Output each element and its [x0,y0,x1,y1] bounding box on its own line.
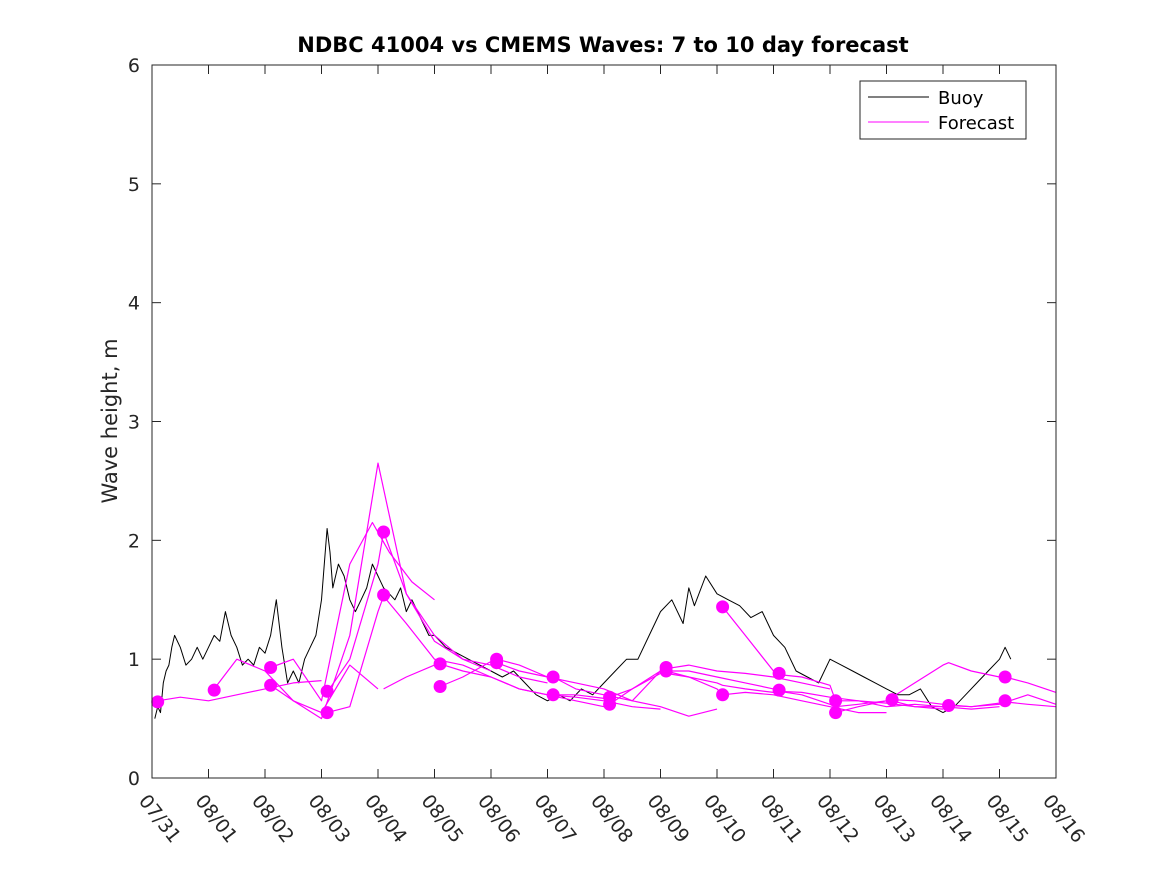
forecast-marker [829,706,843,720]
buoy-line [154,528,1012,719]
forecast-marker [433,657,447,671]
forecast-marker [942,699,956,712]
forecast-marker [433,680,447,693]
forecast-line [157,680,322,702]
forecast-marker-group [151,525,1012,720]
forecast-line [891,700,1057,708]
y-axis-label: Wave height, m [98,338,122,503]
forecast-marker [716,688,730,702]
forecast-marker [998,670,1012,684]
forecast-line [835,662,1057,714]
legend: Buoy Forecast [859,80,1027,140]
forecast-marker [264,678,278,692]
forecast-marker [603,697,617,711]
forecast-marker [264,661,278,674]
y-tick-label: 5 [128,174,140,196]
forecast-marker [772,683,786,697]
y-tick-label: 2 [128,530,140,552]
y-tick-label: 1 [128,649,140,671]
chart-title: NDBC 41004 vs CMEMS Waves: 7 to 10 day f… [297,33,908,57]
forecast-marker [772,666,786,680]
forecast-marker [716,600,730,614]
y-tick-label: 0 [128,768,140,790]
forecast-line [326,531,548,693]
forecast-marker [829,694,843,708]
forecast-marker [546,688,560,702]
forecast-marker [377,588,391,602]
legend-forecast-label: Forecast [938,113,1014,134]
plot-area [151,64,1057,779]
forecast-line [270,521,435,702]
forecast-marker [490,656,504,670]
forecast-marker [151,695,165,709]
y-tick-label: 3 [128,412,140,434]
legend-box [859,80,1027,140]
forecast-marker [320,706,334,720]
y-axis: 0 1 2 3 4 5 6 [128,55,1056,790]
forecast-marker [546,670,560,684]
forecast-marker [659,664,673,678]
plot-background [152,65,1056,778]
forecast-marker [207,683,221,697]
forecast-marker [377,525,391,539]
forecast-line [439,658,718,717]
y-tick-label: 6 [128,55,140,77]
forecast-marker [320,684,334,698]
y-tick-label: 4 [128,293,140,315]
forecast-line [270,462,492,720]
legend-buoy-label: Buoy [938,88,984,109]
forecast-marker [885,693,899,707]
buoy-series [154,528,1012,719]
forecast-marker [998,694,1012,708]
